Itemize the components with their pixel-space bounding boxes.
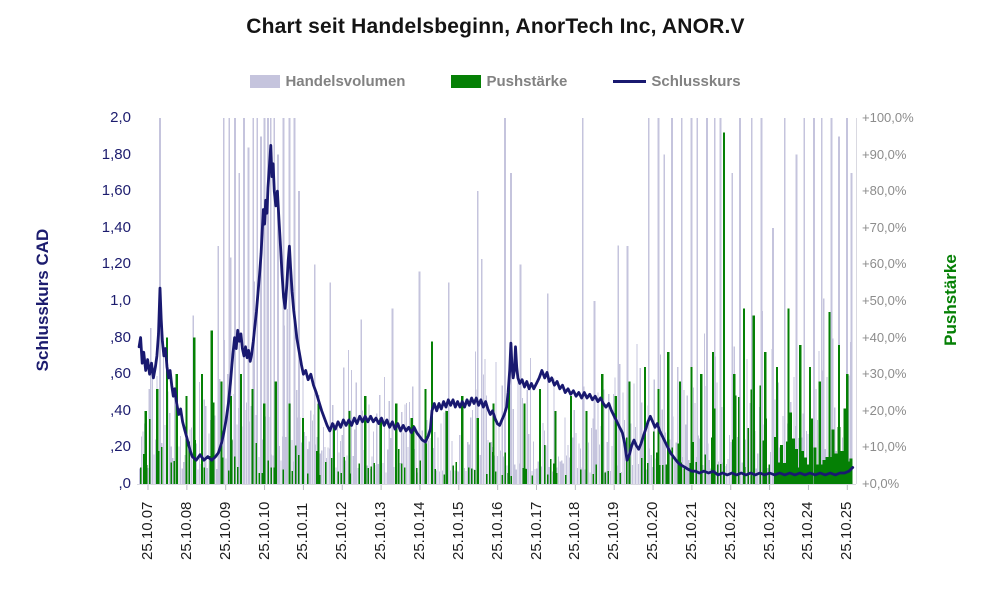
y-right-tick-label: +80,0% (862, 183, 907, 199)
y-right-tick-label: +90,0% (862, 146, 907, 162)
x-tick-label: 25.10.07 (139, 501, 156, 560)
y-right-tick-label: +0,0% (862, 476, 900, 491)
x-tick-label: 25.10.18 (566, 501, 584, 560)
y-right-tick-label: +50,0% (862, 293, 907, 308)
legend-item-handelsvolumen: Handelsvolumen (250, 73, 405, 90)
x-tick-label: 25.10.24 (799, 501, 817, 560)
y-left-tick-label: 1,0 (110, 292, 131, 309)
y-right-tick-label: +20,0% (862, 402, 907, 418)
y-left-tick-label: ,80 (110, 328, 131, 346)
y-left-tick-label: ,60 (110, 365, 131, 383)
y-right-tick-label: +10,0% (862, 439, 907, 455)
y-right-tick-label: +60,0% (862, 256, 907, 272)
y-left-tick-label: ,0 (118, 475, 131, 492)
y-left-tick-label: 2,0 (110, 109, 131, 126)
push-bar-swatch-icon (451, 75, 482, 88)
chart-title: Chart seit Handelsbeginn, AnorTech Inc, … (246, 15, 745, 38)
x-tick-label: 25.10.20 (644, 501, 662, 560)
x-tick-label: 25.10.19 (605, 501, 623, 560)
y-left-tick-label: 1,20 (101, 255, 131, 273)
x-tick-label: 25.10.12 (333, 501, 351, 560)
legend-item-pushstaerke: Pushstärke (451, 73, 567, 90)
y-right-tick-label: +30,0% (862, 366, 907, 382)
volume-bar-swatch-icon (250, 75, 281, 88)
legend-item-schlusskurs: Schlusskurs (613, 73, 741, 90)
y-right-tick-label: +100,0% (862, 110, 914, 125)
x-tick-label: 25.10.13 (372, 501, 390, 560)
line-swatch-icon (613, 79, 647, 84)
y-left-tick-label: 1,60 (101, 182, 131, 200)
x-tick-label: 25.10.25 (838, 501, 856, 560)
y-right-tick-label: +70,0% (862, 219, 907, 235)
x-tick-label: 25.10.22 (721, 501, 739, 560)
legend-label: Handelsvolumen (285, 73, 406, 90)
x-tick-label: 25.10.11 (294, 502, 312, 560)
x-tick-label: 25.10.14 (410, 501, 428, 560)
y-axis-right-title: Pushstärke (941, 254, 960, 346)
x-tick-label: 25.10.09 (216, 501, 234, 560)
x-tick-label: 25.10.10 (255, 501, 273, 560)
x-tick-label: 25.10.08 (177, 501, 195, 560)
legend-label: Schlusskurs (651, 73, 741, 90)
y-left-tick-label: 1,40 (101, 218, 131, 236)
y-left-tick-label: ,20 (110, 438, 131, 456)
x-tick-label: 25.10.16 (488, 501, 506, 560)
y-axis-left-title: Schlusskurs CAD (33, 228, 52, 372)
y-right-tick-label: +40,0% (862, 329, 907, 345)
chart-legend: Handelsvolumen Pushstärke Schlusskurs (0, 73, 991, 90)
x-tick-label: 25.10.23 (760, 501, 778, 560)
x-tick-label: 25.10.15 (449, 501, 467, 560)
y-left-tick-label: ,40 (110, 401, 131, 419)
y-left-tick-label: 1,80 (101, 145, 131, 163)
x-tick-label: 25.10.17 (527, 501, 545, 560)
x-tick-label: 25.10.21 (682, 501, 700, 560)
legend-label: Pushstärke (486, 73, 568, 90)
